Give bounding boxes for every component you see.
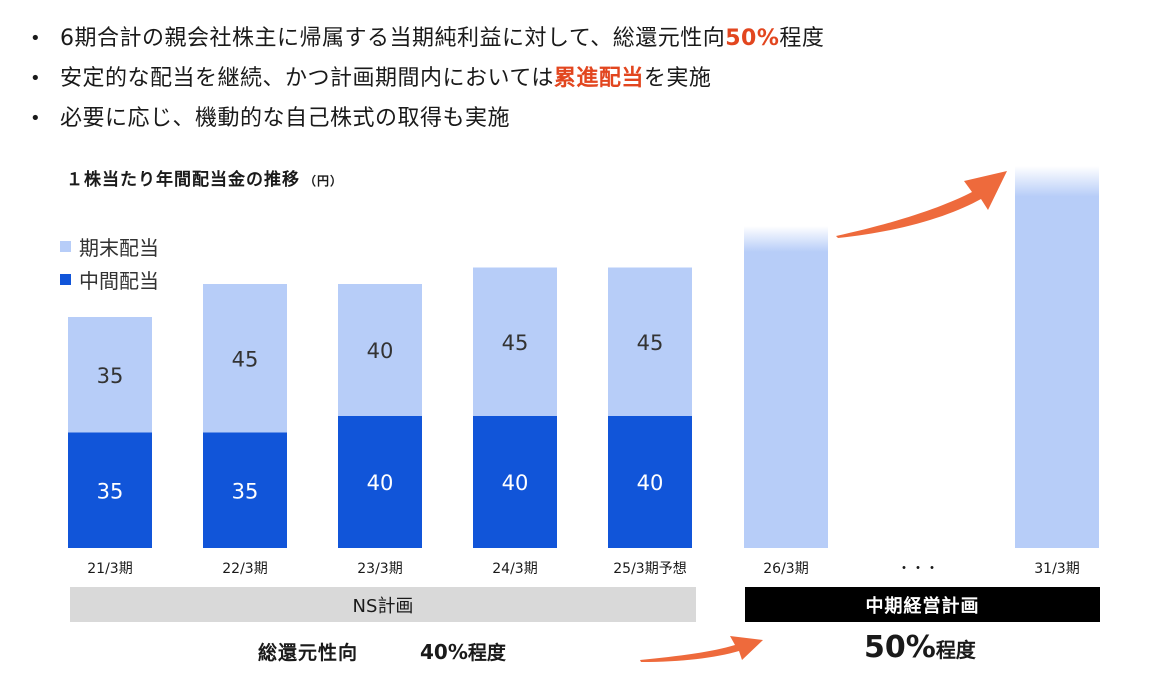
bar-year-end: [338, 284, 422, 416]
growth-arrow-upper: [836, 171, 1007, 238]
data-label-interim: 40: [367, 471, 394, 495]
policy-bullet-list: • 6期合計の親会社株主に帰属する当期純利益に対して、総還元性向50%程度 • …: [30, 22, 824, 142]
x-tick-label: 31/3期: [1034, 561, 1079, 577]
data-label-interim: 40: [502, 471, 529, 495]
chart-legend: 期末配当 中間配当: [60, 230, 159, 296]
data-label-year-end: 45: [637, 331, 664, 355]
data-label-interim: 35: [232, 479, 259, 503]
payout-ratio-midterm: 50%程度: [864, 630, 976, 665]
bar-year-end: [68, 317, 152, 433]
legend-swatch: [60, 274, 71, 285]
highlight-text: 累進配当: [553, 66, 644, 91]
bullet-item: • 必要に応じ、機動的な自己株式の取得も実施: [30, 102, 824, 142]
data-label-year-end: 35: [97, 364, 124, 388]
bullet-item: • 6期合計の親会社株主に帰属する当期純利益に対して、総還元性向50%程度: [30, 22, 824, 62]
x-tick-label: 25/3期予想: [613, 561, 686, 577]
bar-future-plan: [744, 226, 828, 548]
payout-ratio-label: 総還元性向: [258, 642, 359, 664]
chart-title: １株当たり年間配当金の推移 （円）: [66, 170, 344, 190]
x-tick-label: 22/3期: [222, 561, 267, 577]
data-label-interim: 35: [97, 479, 124, 503]
x-tick-label: 21/3期: [87, 561, 132, 577]
bar-interim: [608, 416, 692, 548]
bullet-item: • 安定的な配当を継続、かつ計画期間内においては累進配当を実施: [30, 62, 824, 102]
x-tick-label: ・・・: [897, 561, 939, 577]
x-tick-label: 24/3期: [492, 561, 537, 577]
x-tick-label: 23/3期: [357, 561, 402, 577]
growth-arrow-lower: [640, 636, 763, 662]
bar-interim: [473, 416, 557, 548]
data-label-interim: 40: [637, 471, 664, 495]
bar-interim: [68, 432, 152, 548]
x-tick-label: 26/3期: [763, 561, 808, 577]
midterm-plan-band: 中期経営計画: [745, 587, 1100, 622]
highlight-text: 50%: [725, 26, 780, 51]
bar-future-plan: [1015, 166, 1099, 548]
bullet-marker: •: [30, 108, 42, 129]
data-label-year-end: 45: [232, 347, 259, 371]
bar-interim: [203, 432, 287, 548]
ns-plan-band: NS計画: [70, 587, 696, 622]
legend-item-interim: 中間配当: [60, 263, 159, 296]
bullet-marker: •: [30, 28, 42, 49]
legend-item-year-end: 期末配当: [60, 230, 159, 263]
legend-swatch: [60, 241, 71, 252]
bar-year-end: [203, 284, 287, 433]
payout-ratio-ns: 40%程度: [420, 640, 506, 664]
bar-year-end: [473, 267, 557, 416]
data-label-year-end: 45: [502, 331, 529, 355]
bar-interim: [338, 416, 422, 548]
bar-year-end: [608, 267, 692, 416]
bullet-marker: •: [30, 68, 42, 89]
chart-unit: （円）: [304, 174, 344, 188]
data-label-year-end: 40: [367, 339, 394, 363]
